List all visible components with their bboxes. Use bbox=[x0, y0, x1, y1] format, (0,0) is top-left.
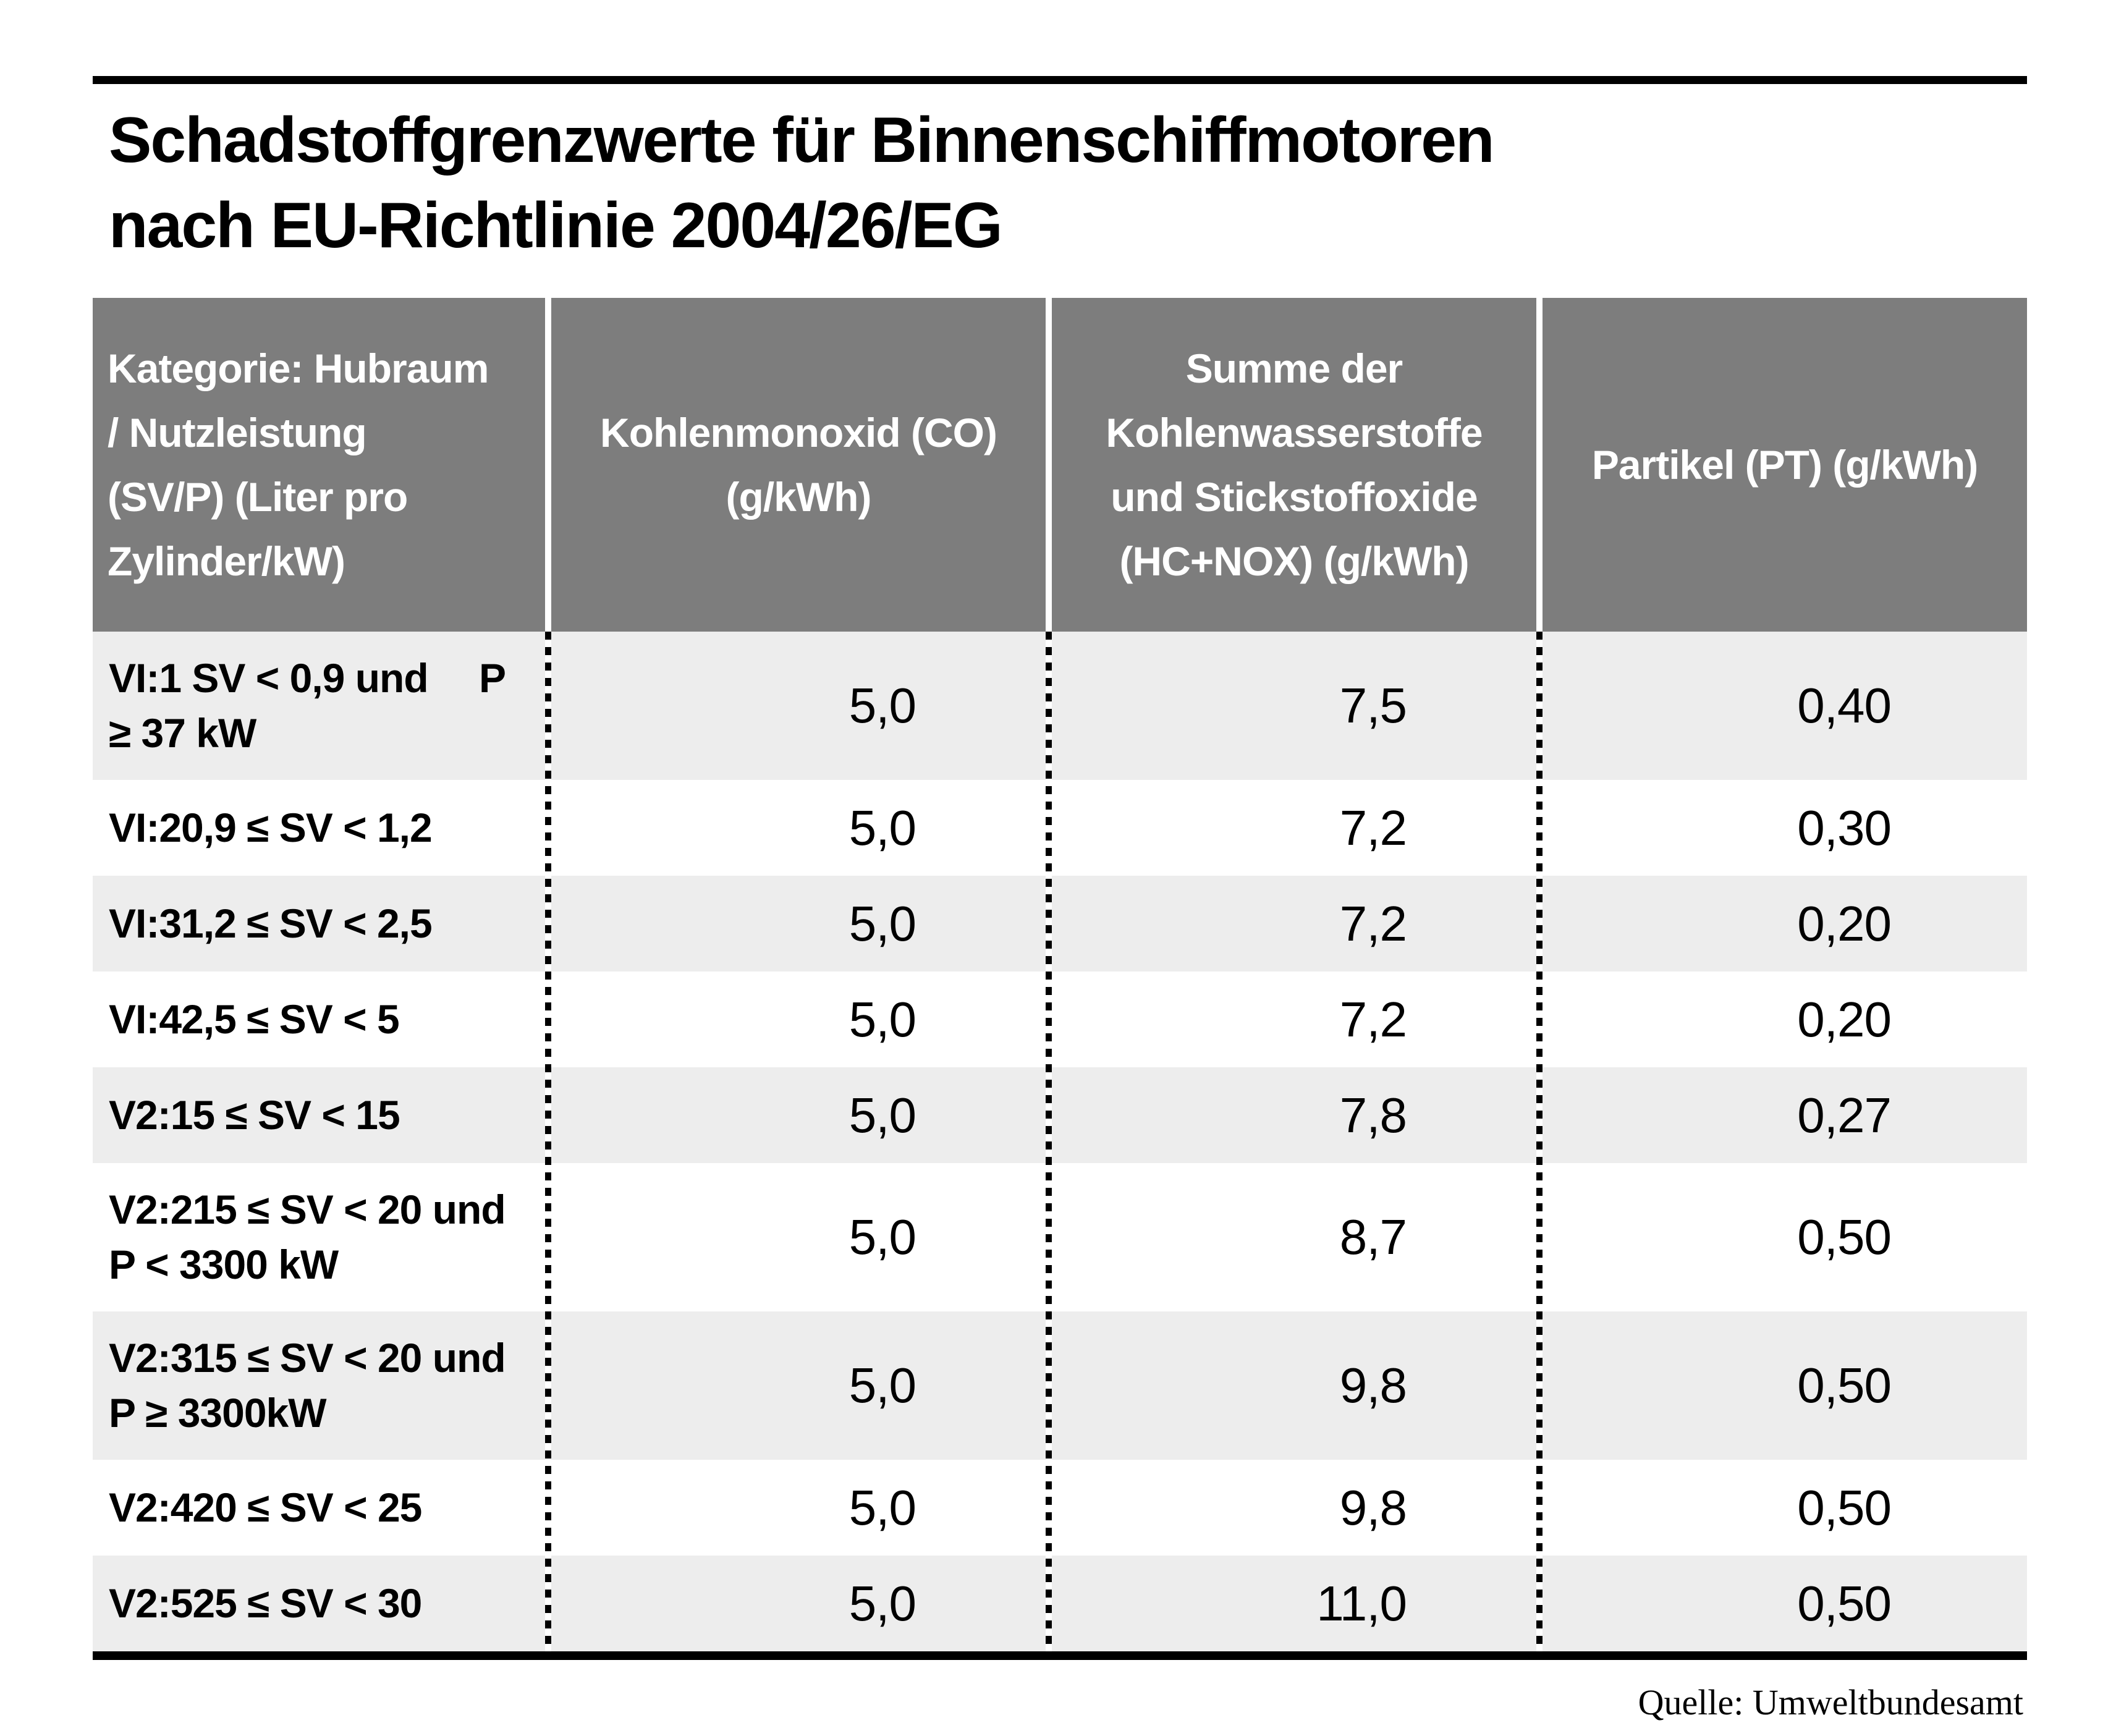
co-value-cell: 5,0 bbox=[849, 1480, 916, 1535]
table-row: VI:20,9 ≤ SV < 1,2 5,0 7,2 0,30 bbox=[93, 780, 2027, 876]
table-row: VI:1 SV < 0,9 und P ≥ 37 kW 5,0 7,5 0,40 bbox=[93, 632, 2027, 780]
category-cell: V2:315 ≤ SV < 20 und P ≥ 3300kW bbox=[109, 1335, 506, 1436]
category-cell: V2:215 ≤ SV < 20 und P < 3300 kW bbox=[109, 1187, 506, 1287]
table-row: VI:42,5 ≤ SV < 5 5,0 7,2 0,20 bbox=[93, 972, 2027, 1067]
dashed-column-separator bbox=[1536, 632, 1543, 1651]
content-column: Schadstoffgrenzwerte für Binnenschiffmot… bbox=[93, 0, 2027, 1724]
hc-nox-value-cell: 8,7 bbox=[1339, 1209, 1407, 1264]
pt-value-cell: 0,40 bbox=[1797, 678, 1892, 733]
header-gap bbox=[1536, 298, 1543, 632]
co-value-cell: 5,0 bbox=[849, 1087, 916, 1143]
pt-value-cell: 0,50 bbox=[1797, 1209, 1892, 1264]
category-cell: V2:15 ≤ SV < 15 bbox=[109, 1092, 400, 1138]
table-row: V2:15 ≤ SV < 15 5,0 7,8 0,27 bbox=[93, 1067, 2027, 1163]
page-title-line1: Schadstoffgrenzwerte für Binnenschiffmot… bbox=[109, 104, 1495, 176]
category-cell: VI:1 SV < 0,9 und P ≥ 37 kW bbox=[109, 655, 506, 756]
co-value-cell: 5,0 bbox=[849, 678, 916, 733]
category-cell: VI:42,5 ≤ SV < 5 bbox=[109, 996, 400, 1042]
table-row: V2:315 ≤ SV < 20 und P ≥ 3300kW 5,0 9,8 … bbox=[93, 1311, 2027, 1460]
header-pt: Partikel (PT) (g/kWh) bbox=[1543, 298, 2027, 632]
source-attribution: Quelle: Umweltbundesamt bbox=[1638, 1682, 2023, 1722]
pt-value-cell: 0,30 bbox=[1797, 800, 1892, 855]
dashed-column-separator bbox=[545, 632, 551, 1651]
co-value-cell: 5,0 bbox=[849, 896, 916, 951]
pt-value-cell: 0,50 bbox=[1797, 1358, 1892, 1413]
header-gap bbox=[545, 298, 551, 632]
table-row: V2:420 ≤ SV < 25 5,0 9,8 0,50 bbox=[93, 1460, 2027, 1556]
table-row: VI:31,2 ≤ SV < 2,5 5,0 7,2 0,20 bbox=[93, 876, 2027, 972]
hc-nox-value-cell: 7,2 bbox=[1339, 896, 1407, 951]
hc-nox-value-cell: 7,8 bbox=[1339, 1087, 1407, 1143]
hc-nox-value-cell: 7,5 bbox=[1339, 678, 1407, 733]
co-value-cell: 5,0 bbox=[849, 1575, 916, 1631]
bottom-divider-rule bbox=[93, 1651, 2027, 1660]
table-row: V2:525 ≤ SV < 30 5,0 11,0 0,50 bbox=[93, 1556, 2027, 1651]
category-cell: VI:20,9 ≤ SV < 1,2 bbox=[109, 805, 433, 850]
emissions-limits-table: Kategorie: Hubraum / Nutzleistung (SV/P)… bbox=[93, 298, 2027, 1660]
pt-value-cell: 0,50 bbox=[1797, 1575, 1892, 1631]
co-value-cell: 5,0 bbox=[849, 1358, 916, 1413]
co-value-cell: 5,0 bbox=[849, 800, 916, 855]
header-hc-nox: Summe der Kohlenwasserstoffe und Stickst… bbox=[1052, 298, 1536, 632]
hc-nox-value-cell: 7,2 bbox=[1339, 800, 1407, 855]
category-cell: V2:525 ≤ SV < 30 bbox=[109, 1580, 422, 1626]
pt-value-cell: 0,27 bbox=[1797, 1087, 1892, 1143]
pt-value-cell: 0,20 bbox=[1797, 896, 1892, 951]
top-divider-rule bbox=[93, 76, 2027, 84]
table-row: V2:215 ≤ SV < 20 und P < 3300 kW 5,0 8,7… bbox=[93, 1163, 2027, 1311]
page-title: Schadstoffgrenzwerte für Binnenschiffmot… bbox=[109, 98, 2027, 268]
table-body: VI:1 SV < 0,9 und P ≥ 37 kW 5,0 7,5 0,40… bbox=[93, 632, 2027, 1651]
co-value-cell: 5,0 bbox=[849, 991, 916, 1047]
category-cell: VI:31,2 ≤ SV < 2,5 bbox=[109, 900, 433, 946]
header-co: Kohlenmonoxid (CO) (g/kWh) bbox=[551, 298, 1046, 632]
hc-nox-value-cell: 9,8 bbox=[1339, 1480, 1407, 1535]
pt-value-cell: 0,20 bbox=[1797, 991, 1892, 1047]
dashed-column-separator bbox=[1046, 632, 1052, 1651]
header-category: Kategorie: Hubraum / Nutzleistung (SV/P)… bbox=[93, 298, 545, 632]
header-gap bbox=[1046, 298, 1052, 632]
co-value-cell: 5,0 bbox=[849, 1209, 916, 1264]
table-header-row: Kategorie: Hubraum / Nutzleistung (SV/P)… bbox=[93, 298, 2027, 632]
hc-nox-value-cell: 7,2 bbox=[1339, 991, 1407, 1047]
pt-value-cell: 0,50 bbox=[1797, 1480, 1892, 1535]
hc-nox-value-cell: 9,8 bbox=[1339, 1358, 1407, 1413]
hc-nox-value-cell: 11,0 bbox=[1316, 1575, 1407, 1631]
category-cell: V2:420 ≤ SV < 25 bbox=[109, 1484, 422, 1530]
page-title-line2: nach EU-Richtlinie 2004/26/EG bbox=[109, 190, 1003, 261]
